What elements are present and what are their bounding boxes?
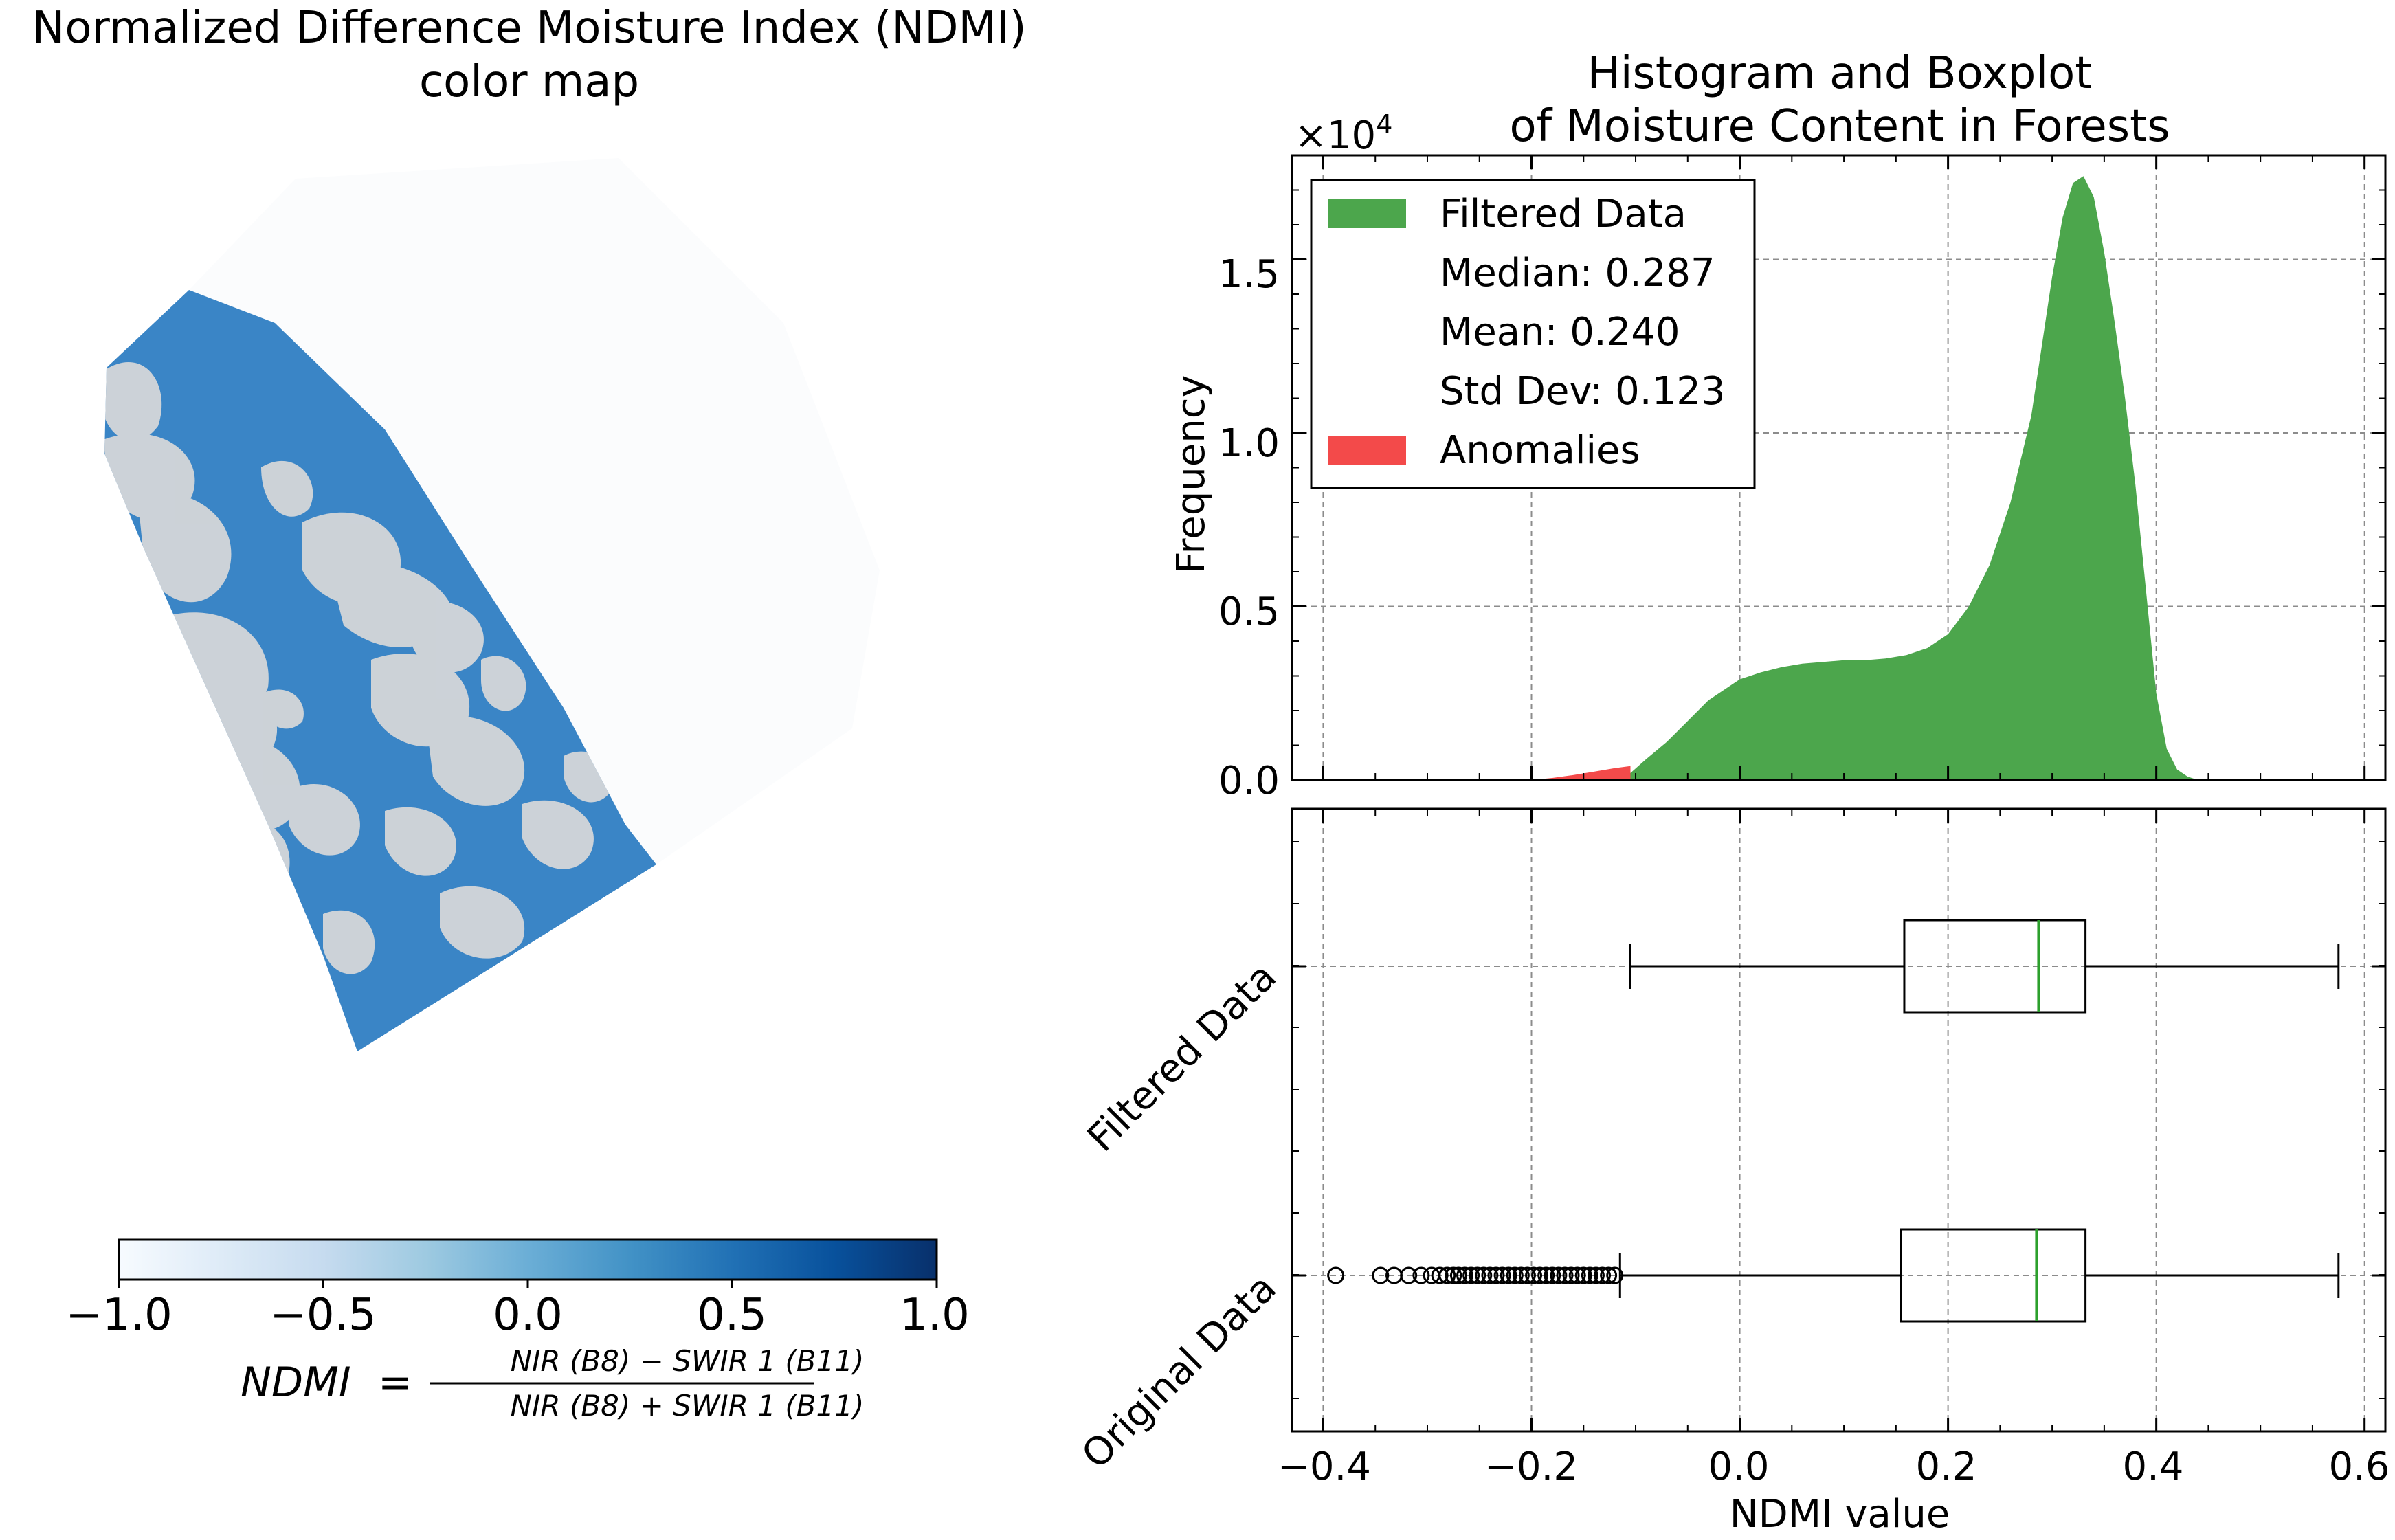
box-outlier [1400, 1266, 1418, 1284]
hist-title-line2: of Moisture Content in Forests [1509, 101, 2170, 152]
box-outlier [1518, 1266, 1536, 1284]
histogram-anomalies-bars [1531, 766, 1631, 780]
box-outlier [1574, 1266, 1592, 1284]
legend-swatch-filtered [1328, 199, 1406, 228]
box-outlier [1581, 1266, 1598, 1284]
histogram-ytick-label: 0.0 [1218, 759, 1280, 803]
box-outlier [1372, 1266, 1390, 1284]
histogram-filtered-bars [1630, 176, 2198, 780]
box-iqr [1900, 1228, 2087, 1323]
boxplot-frame [1291, 807, 2387, 1433]
box-outlier [1456, 1266, 1474, 1284]
boxplot-xtick-label: −0.2 [1484, 1444, 1578, 1489]
box-outlier [1462, 1266, 1480, 1284]
boxplot-marks [1327, 919, 2340, 1323]
legend-median: Median: 0.287 [1440, 251, 1715, 295]
boxplot-xlabel: NDMI value [1730, 1492, 1950, 1537]
boxplot-ticks [1292, 809, 2385, 1431]
legend-label-anomalies: Anomalies [1440, 428, 1640, 473]
boxplot-filtered [1629, 919, 2340, 1014]
legend-label-filtered: Filtered Data [1440, 192, 1686, 236]
box-outlier [1431, 1266, 1449, 1284]
hist-title-line1: Histogram and Boxplot [1588, 48, 2093, 99]
boxplot-ytick-label: Filtered Data [1079, 955, 1285, 1161]
formula-numerator: NIR (B8) − SWIR 1 (B11) [511, 1344, 865, 1378]
colorbar-tick-label: −1.0 [65, 1290, 172, 1341]
box-outlier [1600, 1266, 1618, 1284]
box-iqr [1903, 919, 2087, 1014]
histogram-axes: 0.0 0.5 1.0 1.5 ×104 Frequency Filtered … [1169, 109, 2387, 803]
boxplot-xtick-label: 0.2 [1915, 1444, 1976, 1489]
box-outlier [1449, 1266, 1467, 1284]
histogram-ylabel: Frequency [1169, 375, 1214, 573]
box-outlier [1531, 1266, 1549, 1284]
colorbar-gradient [118, 1238, 938, 1281]
legend-mean: Mean: 0.240 [1440, 310, 1680, 355]
map-title-line1: Normalized Difference Moisture Index (ND… [32, 3, 1026, 54]
box-outlier [1481, 1266, 1499, 1284]
box-outlier [1537, 1266, 1555, 1284]
histogram-ytick-label: 1.5 [1218, 252, 1280, 297]
colorbar-ticks [118, 1280, 938, 1288]
box-outlier [1500, 1266, 1517, 1284]
box-outlier [1550, 1266, 1568, 1284]
formula-equals: = [378, 1359, 412, 1407]
legend-swatch-anomalies [1328, 436, 1406, 465]
formula-lhs: NDMI [241, 1359, 351, 1407]
histogram-legend: Filtered Data Median: 0.287 Mean: 0.240 … [1310, 179, 1756, 489]
box-outlier [1475, 1266, 1493, 1284]
histogram-frame [1291, 154, 2387, 781]
boxplot-xtick-label: 0.0 [1708, 1444, 1769, 1489]
boxplot-xtick-label: −0.4 [1278, 1444, 1371, 1489]
box-outlier [1606, 1266, 1624, 1284]
box-outlier [1525, 1266, 1543, 1284]
box-outlier [1412, 1266, 1430, 1284]
histogram-ticks [1292, 155, 2385, 781]
boxplot-grid [1292, 809, 2385, 1431]
boxplot-axes: Filtered Data Original Data −0.4 −0.2 0.… [1073, 807, 2390, 1537]
box-outlier [1493, 1266, 1511, 1284]
histogram-ytick-label: 0.5 [1218, 590, 1280, 634]
box-outlier [1556, 1266, 1574, 1284]
box-outlier [1487, 1266, 1505, 1284]
boxplot-xtick-label: 0.6 [2328, 1444, 2390, 1489]
box-outlier [1544, 1266, 1561, 1284]
formula-denominator: NIR (B8) + SWIR 1 (B11) [511, 1389, 865, 1422]
box-outlier [1562, 1266, 1580, 1284]
colorbar-tick-label: 1.0 [900, 1290, 970, 1341]
box-outlier [1327, 1266, 1345, 1284]
box-outlier [1587, 1266, 1605, 1284]
box-outlier [1506, 1266, 1524, 1284]
colorbar-tick-label: −0.5 [269, 1290, 376, 1341]
box-outlier [1594, 1266, 1612, 1284]
colorbar-tick-label: 0.0 [493, 1290, 563, 1341]
boxplot-xtick-label: 0.4 [2122, 1444, 2183, 1489]
boxplot-ytick-label: Original Data [1073, 1266, 1285, 1477]
histogram-multiplier: ×104 [1295, 109, 1392, 158]
histogram-ytick-label: 1.0 [1218, 421, 1280, 466]
box-outlier [1445, 1266, 1462, 1284]
colorbar-tick-label: 0.5 [697, 1290, 767, 1341]
boxplot-original [1327, 1228, 2340, 1323]
map-title-line2: color map [419, 56, 639, 107]
box-outlier [1568, 1266, 1586, 1284]
legend-std: Std Dev: 0.123 [1440, 369, 1726, 414]
box-outlier [1438, 1266, 1456, 1284]
box-outlier [1512, 1266, 1530, 1284]
box-outlier [1469, 1266, 1486, 1284]
